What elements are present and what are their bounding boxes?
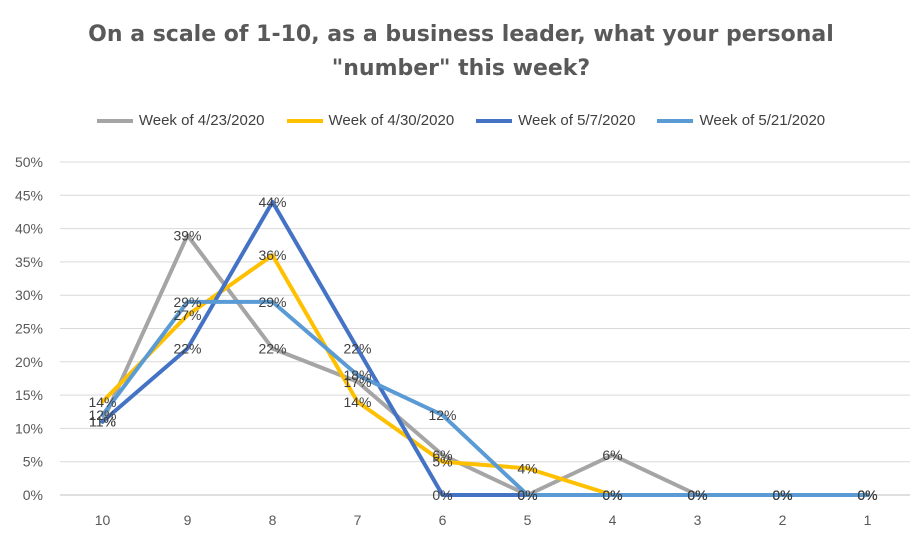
data-label-series-4: 0% <box>602 487 622 503</box>
data-label-series-4: 29% <box>258 294 286 310</box>
y-tick-label: 30% <box>15 287 43 303</box>
legend-label-week-5-21: Week of 5/21/2020 <box>699 112 826 129</box>
legend-label-week-4-30: Week of 4/30/2020 <box>328 112 455 129</box>
data-label-series-4: 0% <box>772 487 792 503</box>
data-label-series-1: 22% <box>258 340 286 356</box>
chart-legend: Week of 4/23/2020 Week of 4/30/2020 Week… <box>0 112 922 129</box>
legend-swatch-week-4-30 <box>286 118 323 123</box>
data-label-series-2: 0% <box>857 487 877 503</box>
legend-swatch-week-4-23 <box>96 118 133 123</box>
data-label-series-3: 0% <box>602 487 622 503</box>
data-label-series-2: 0% <box>602 487 622 503</box>
data-label-series-2: 5% <box>432 454 452 470</box>
data-label-series-3: 0% <box>687 487 707 503</box>
chart-title-line-2: "number" this week? <box>331 56 591 81</box>
legend-item-week-5-21: Week of 5/21/2020 <box>657 112 825 129</box>
y-tick-label: 0% <box>23 487 43 503</box>
legend-label-week-5-7: Week of 5/7/2020 <box>518 112 636 129</box>
data-label-series-1: 0% <box>857 487 877 503</box>
data-label-series-3: 0% <box>517 487 537 503</box>
data-label-series-2: 36% <box>258 247 286 263</box>
data-label-series-2: 14% <box>343 394 371 410</box>
data-label-series-3: 22% <box>343 340 371 356</box>
data-label-series-4: 18% <box>343 367 371 383</box>
series-line-2 <box>100 253 870 497</box>
chart-title: On a scale of 1-10, as a business leader… <box>0 18 922 86</box>
data-label-series-4: 0% <box>687 487 707 503</box>
legend-item-week-5-7: Week of 5/7/2020 <box>476 112 635 129</box>
legend-swatch-week-5-7 <box>476 118 513 123</box>
series-line-4 <box>100 299 870 497</box>
data-label-series-2: 0% <box>687 487 707 503</box>
y-tick-label: 50% <box>15 154 43 170</box>
data-label-series-4: 0% <box>857 487 877 503</box>
y-tick-label: 45% <box>15 187 43 203</box>
data-label-series-1: 0% <box>772 487 792 503</box>
y-tick-label: 5% <box>23 454 43 470</box>
y-tick-label: 10% <box>15 420 43 436</box>
data-label-series-4: 12% <box>428 407 456 423</box>
x-tick-label: 5 <box>524 512 532 528</box>
data-label-series-2: 27% <box>173 307 201 323</box>
x-tick-label: 1 <box>864 512 872 528</box>
legend-swatch-week-5-21 <box>657 118 694 123</box>
data-label-series-1: 0% <box>517 487 537 503</box>
x-tick-label: 2 <box>779 512 787 528</box>
data-label-series-2: 14% <box>88 394 116 410</box>
legend-label-week-4-23: Week of 4/23/2020 <box>138 112 265 129</box>
data-label-series-1: 17% <box>343 374 371 390</box>
x-tick-label: 6 <box>439 512 447 528</box>
data-label-series-1: 6% <box>602 447 622 463</box>
data-label-series-3: 0% <box>772 487 792 503</box>
data-label-series-2: 0% <box>772 487 792 503</box>
data-label-series-3: 44% <box>258 194 286 210</box>
data-label-series-4: 0% <box>517 487 537 503</box>
data-label-series-3: 0% <box>432 487 452 503</box>
chart-title-line-1: On a scale of 1-10, as a business leader… <box>88 22 834 47</box>
y-tick-label: 35% <box>15 254 43 270</box>
data-label-series-1: 39% <box>173 227 201 243</box>
data-label-series-1: 6% <box>432 447 452 463</box>
legend-item-week-4-23: Week of 4/23/2020 <box>96 112 265 129</box>
data-label-series-1: 0% <box>687 487 707 503</box>
x-tick-label: 4 <box>609 512 617 528</box>
legend-item-week-4-30: Week of 4/30/2020 <box>286 112 455 129</box>
data-label-series-3: 11% <box>89 414 116 430</box>
data-label-series-2: 4% <box>517 460 537 476</box>
data-label-series-3: 22% <box>173 340 201 356</box>
x-tick-label: 9 <box>184 512 192 528</box>
x-tick-label: 8 <box>269 512 277 528</box>
x-tick-label: 7 <box>354 512 362 528</box>
y-tick-label: 40% <box>15 221 43 237</box>
data-label-series-4: 12% <box>88 407 116 423</box>
data-label-series-1: 11% <box>89 414 116 430</box>
y-tick-label: 15% <box>15 387 43 403</box>
y-tick-label: 25% <box>15 321 43 337</box>
y-tick-label: 20% <box>15 354 43 370</box>
series-line-3 <box>100 199 870 497</box>
data-label-series-4: 29% <box>173 294 201 310</box>
x-tick-label: 3 <box>694 512 702 528</box>
x-tick-label: 10 <box>95 512 111 528</box>
data-label-series-3: 0% <box>857 487 877 503</box>
